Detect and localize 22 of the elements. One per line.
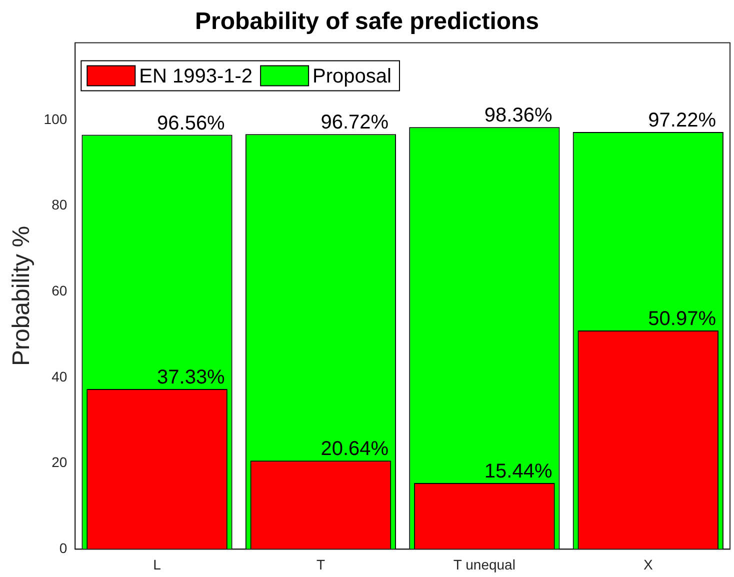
y-tick-label: 80 xyxy=(52,196,68,213)
y-tick-label: 60 xyxy=(52,282,68,299)
data-label: 20.64% xyxy=(320,438,389,460)
data-label: 37.33% xyxy=(157,366,226,389)
y-tick-label: 0 xyxy=(59,540,68,556)
data-label: 15.44% xyxy=(484,460,552,482)
y-tick-label: 40 xyxy=(52,368,68,384)
y-tick-label: 20 xyxy=(52,454,68,470)
y-tick-label: 100 xyxy=(44,110,68,127)
legend-label: Proposal xyxy=(312,65,392,88)
data-label: 96.56% xyxy=(157,112,226,134)
data-label: 50.97% xyxy=(648,308,716,330)
x-tick-label: T unequal xyxy=(453,556,516,572)
data-label: 97.22% xyxy=(648,109,716,132)
data-label: 96.72% xyxy=(320,112,389,134)
y-axis-title: Probability % xyxy=(8,226,36,366)
legend-label: EN 1993-1-2 xyxy=(139,65,253,88)
chart-title: Probability of safe predictions xyxy=(194,8,540,36)
x-tick-label: T xyxy=(316,556,326,572)
x-tick-label: L xyxy=(153,556,162,572)
data-label: 98.36% xyxy=(484,104,552,127)
x-tick-label: X xyxy=(643,556,654,572)
